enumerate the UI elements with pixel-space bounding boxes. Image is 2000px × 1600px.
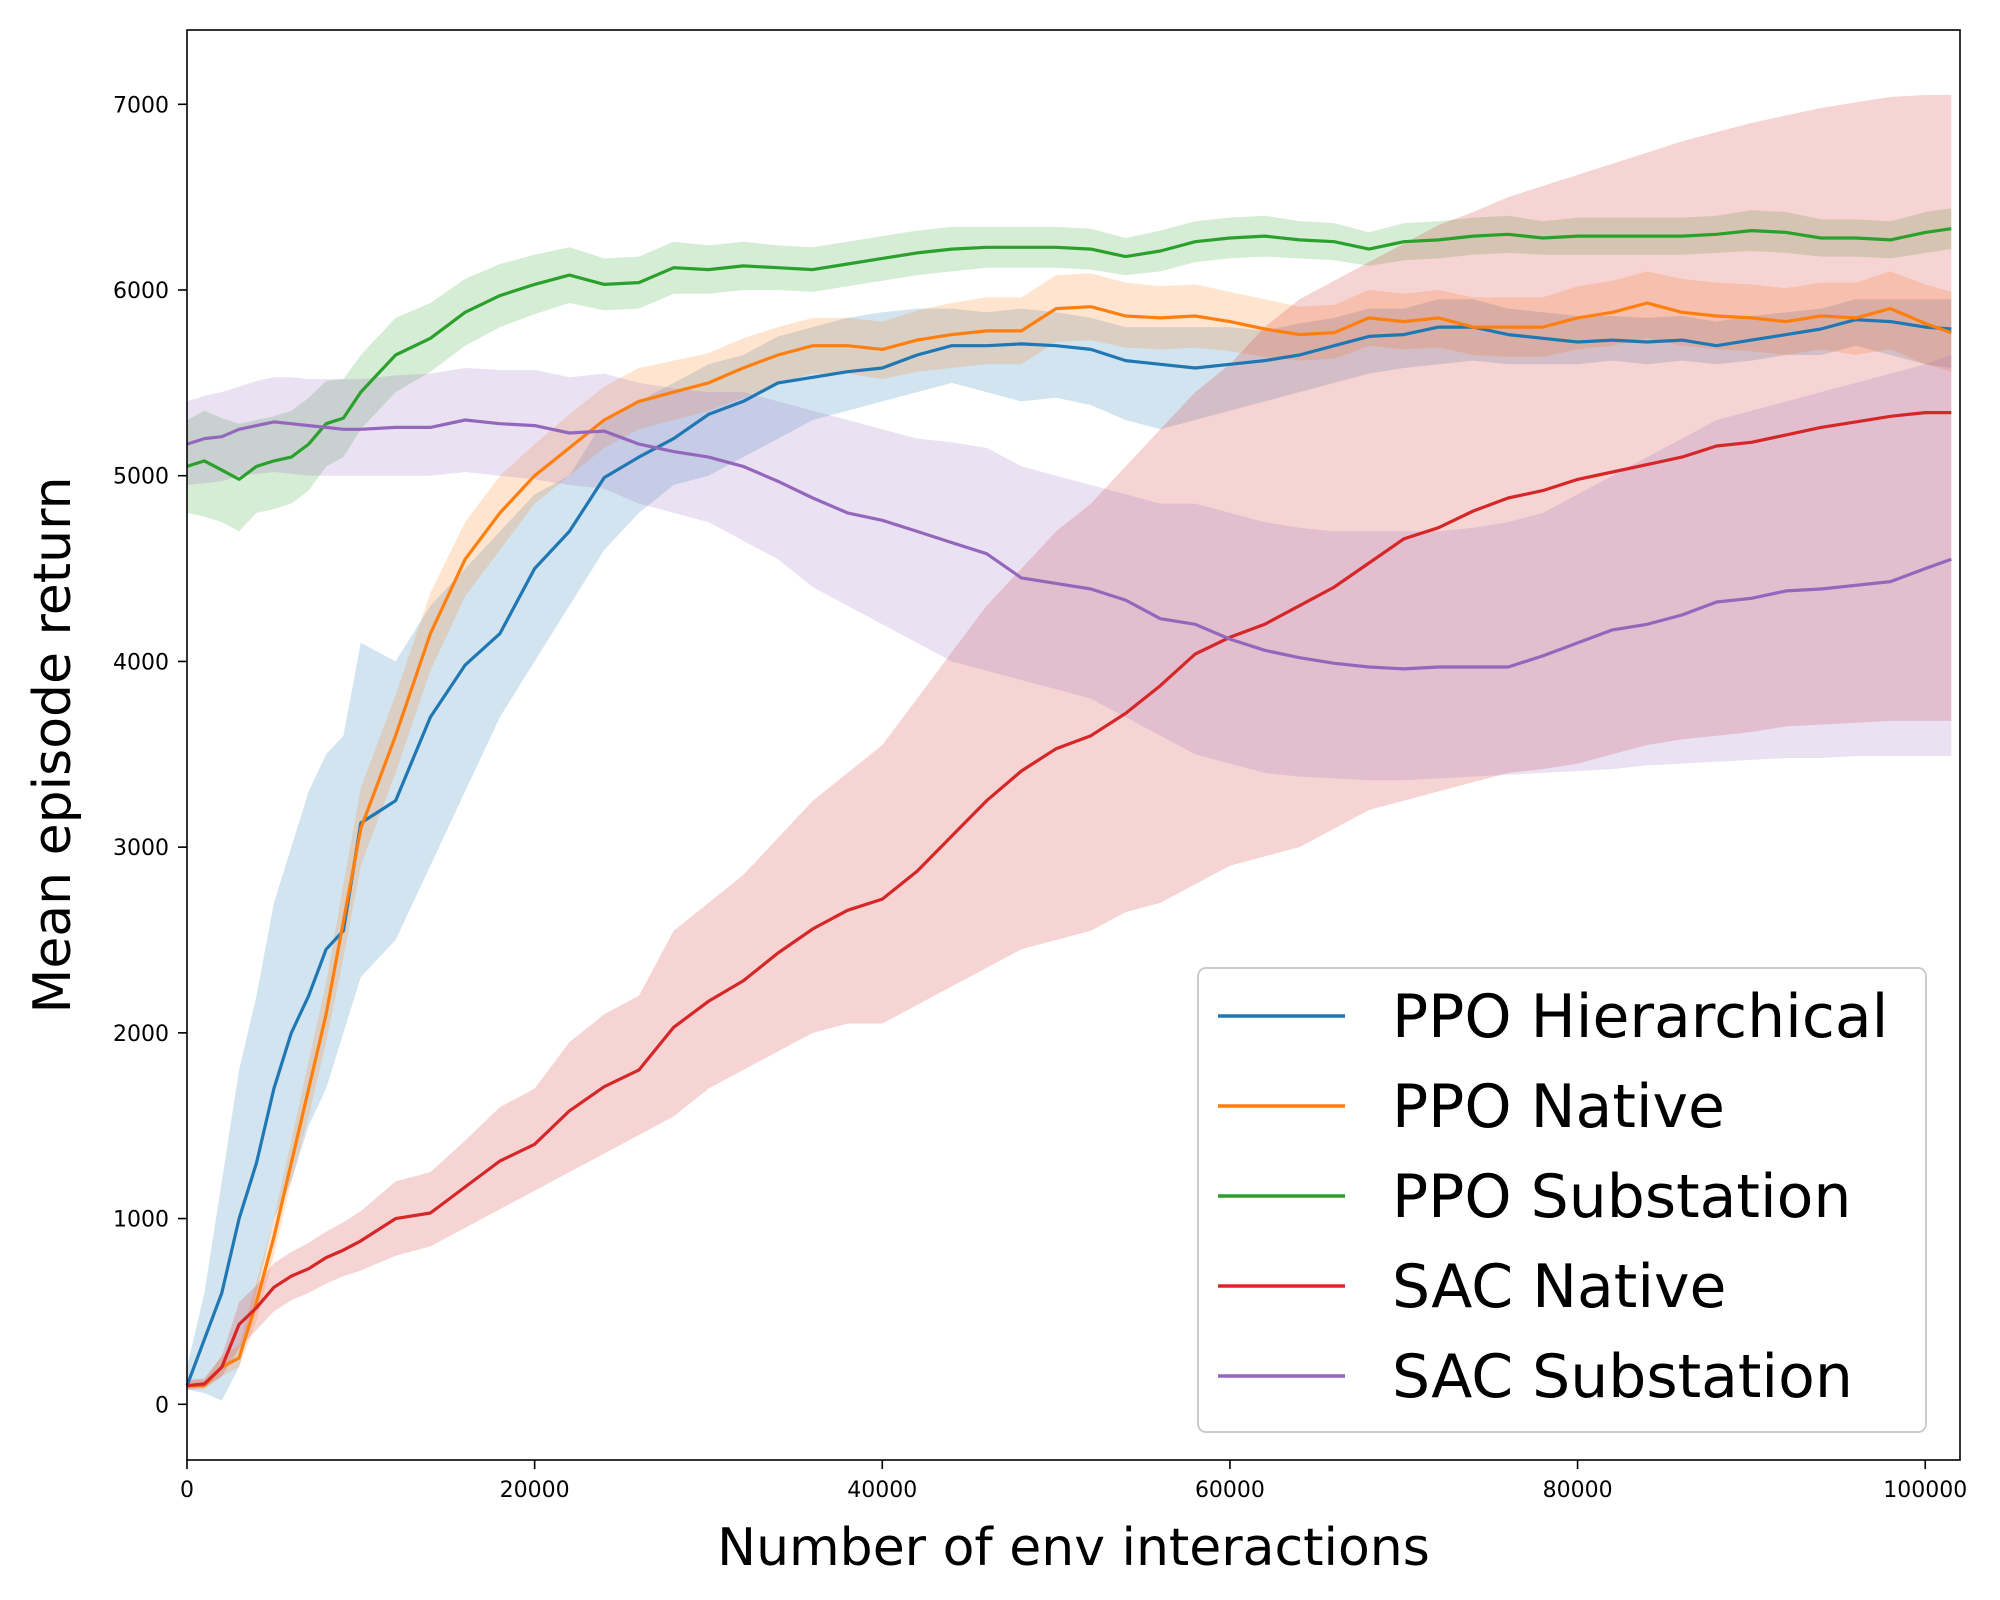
y-tick-label: 7000 [113, 93, 169, 118]
x-tick-label: 0 [180, 1478, 194, 1503]
x-tick-label: 100000 [1883, 1478, 1967, 1503]
legend-label-sac-substation: SAC Substation [1392, 1342, 1853, 1412]
series-lines [185, 227, 1952, 1388]
y-tick-label: 0 [155, 1393, 169, 1418]
x-axis-ticks: 0 20000 40000 60000 80000 100000 [180, 1460, 1967, 1503]
ppo-native-line [187, 301, 1952, 1388]
sac-substation-line [186, 418, 1952, 671]
y-tick-label: 6000 [113, 279, 169, 304]
y-tick-label: 3000 [113, 836, 169, 861]
x-tick-label: 40000 [847, 1478, 917, 1503]
legend-label-ppo-hierarchical: PPO Hierarchical [1392, 982, 1888, 1052]
legend: PPO Hierarchical PPO Native PPO Substation… [1197, 967, 1927, 1433]
x-tick-label: 80000 [1543, 1478, 1613, 1503]
y-tick-label: 2000 [113, 1022, 169, 1047]
legend-label-ppo-native: PPO Native [1392, 1072, 1725, 1142]
legend-label-ppo-substation: PPO Substation [1392, 1162, 1851, 1232]
ppo-substation-band [187, 208, 1952, 532]
x-tick-label: 20000 [500, 1478, 570, 1503]
ppo-substation-line [186, 227, 1952, 481]
sac-native-line [186, 411, 1952, 1388]
y-axis-ticks: 0 1000 2000 3000 4000 5000 6000 7000 [113, 93, 187, 1418]
sac-substation-band [187, 355, 1952, 781]
legend-box [1197, 967, 1927, 1433]
y-tick-label: 4000 [113, 650, 169, 675]
y-tick-label: 5000 [113, 465, 169, 490]
y-axis-title: Mean episode return [23, 476, 83, 1013]
legend-label-sac-native: SAC Native [1392, 1252, 1726, 1322]
x-axis-title: Number of env interactions [717, 1518, 1430, 1578]
x-tick-label: 60000 [1195, 1478, 1265, 1503]
y-tick-label: 1000 [113, 1208, 169, 1233]
plot-frame [186, 29, 1961, 1461]
